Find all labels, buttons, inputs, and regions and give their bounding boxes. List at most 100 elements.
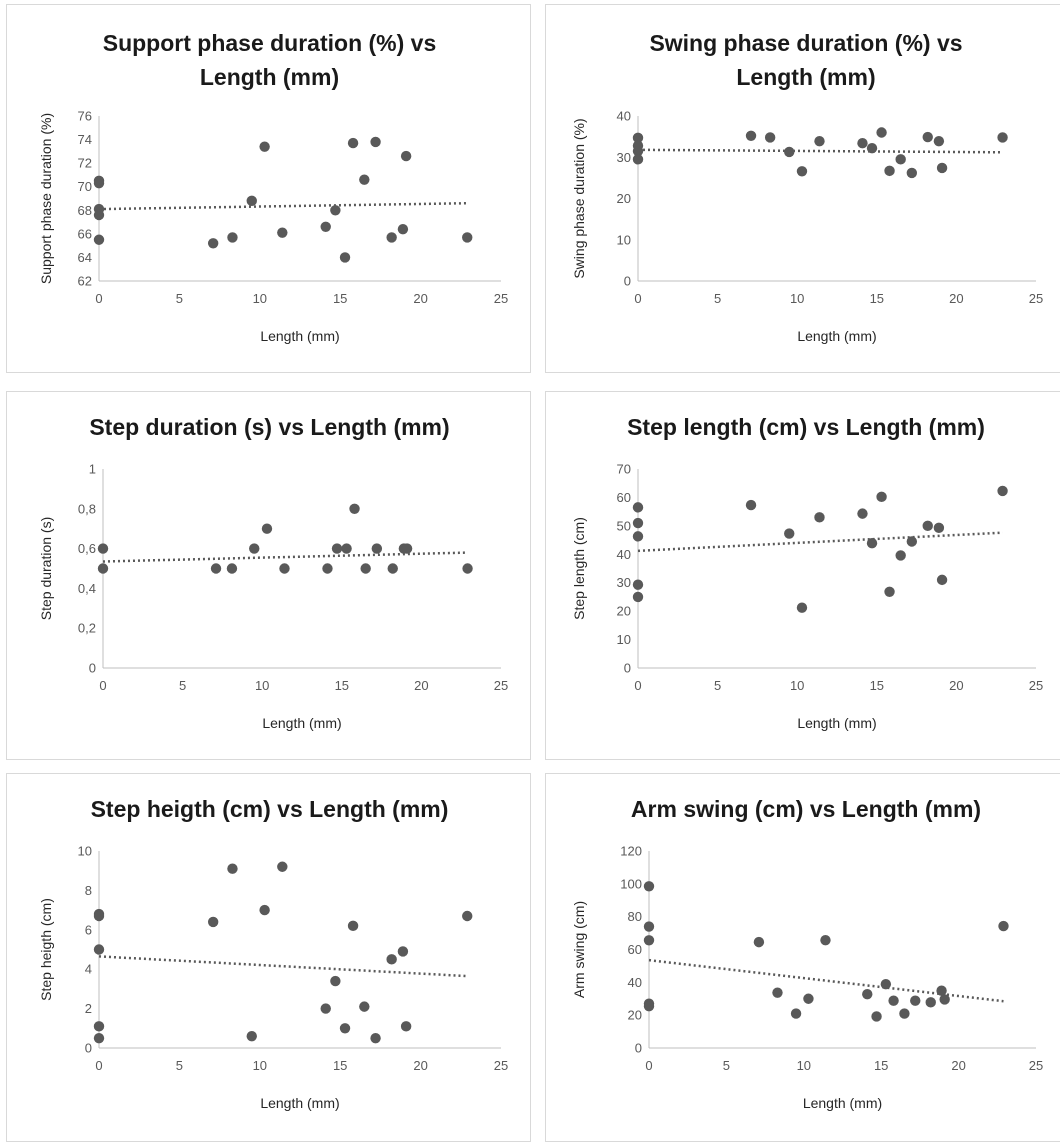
chart-panel-step-height: Step heigth (cm) vs Length (mm) 0 2 4 6 8 10 0 5… [6,773,531,1142]
data-point [857,508,868,519]
data-point [341,543,352,554]
x-tick-label: 0 [645,1058,652,1073]
data-point [895,550,906,561]
data-point [899,1008,910,1019]
data-point [339,1023,351,1034]
y-axis-label: Swing phase duration (%) [571,118,587,278]
data-point [632,591,644,603]
chart-title: Arm swing (cm) vs Length (mm) [631,796,981,822]
y-tick-label: 30 [617,150,631,165]
y-tick-label: 20 [617,604,631,619]
y-axis-label: Arm swing (cm) [571,901,587,998]
data-point [320,221,331,232]
chart-svg: Step length (cm) vs Length (mm) 0 10 20 30 40… [571,414,1043,731]
x-tick-label: 15 [870,678,884,693]
y-tick-label: 62 [78,274,92,289]
y-axis-label: Step length (cm) [571,517,587,620]
y-tick-label: 1 [89,462,96,477]
trendline [637,531,1003,553]
y-axis-label: Step heigth (cm) [38,898,54,1001]
data-point [259,141,270,152]
x-axis-label: Length (mm) [260,328,339,344]
y-tick-label: 0 [85,1041,92,1056]
x-tick-label: 20 [949,291,963,306]
x-tick-label: 5 [714,678,721,693]
data-point [803,993,814,1004]
x-axis-label: Length (mm) [260,1095,339,1111]
data-point [93,234,105,245]
data-point [246,1030,257,1042]
data-point [632,145,644,157]
y-tick-label: 40 [617,109,631,124]
data-point [97,563,109,574]
chart-panel-swing-phase: Swing phase duration (%) vs Length (mm) 0 1… [545,4,1060,373]
y-tick-label: 60 [617,490,631,505]
chart-title: Length (mm) [736,64,875,90]
data-point [347,137,359,149]
x-tick-label: 20 [413,291,427,306]
x-tick-label: 0 [95,1058,102,1073]
data-point [371,543,383,554]
y-tick-label: 76 [78,109,92,124]
data-point [632,132,644,144]
y-axis-label: Support phase duration (%) [38,113,54,284]
x-tick-label: 20 [413,1058,427,1073]
chart-title: Swing phase duration (%) vs [649,30,962,56]
y-tick-label: 40 [617,547,631,562]
x-tick-label: 10 [255,678,269,693]
y-tick-label: 120 [620,844,642,859]
y-tick-label: 0 [624,661,631,676]
data-point [359,174,370,185]
data-point [643,935,655,946]
y-tick-label: 0 [89,661,96,676]
data-point [998,920,1009,932]
data-point [876,491,887,503]
data-point [339,252,351,263]
data-point [97,543,109,554]
data-point [745,130,757,141]
y-tick-label: 72 [78,156,92,171]
data-point [370,1032,381,1044]
data-point [910,995,921,1006]
data-point [331,543,343,554]
data-point [632,531,644,542]
chart-title: Step duration (s) vs Length (mm) [89,414,449,440]
data-point [93,1032,105,1044]
y-tick-label: 10 [78,844,92,859]
data-point [259,904,270,916]
data-point [936,985,947,996]
x-tick-label: 15 [870,291,884,306]
x-tick-label: 10 [253,1058,267,1073]
y-tick-label: 0 [635,1041,642,1056]
data-point [279,563,290,574]
y-tick-label: 10 [617,232,631,247]
data-point [330,205,341,216]
trendline [102,551,468,563]
data-point [226,563,238,574]
y-tick-label: 60 [628,942,642,957]
data-point [632,579,644,590]
x-tick-label: 10 [790,291,804,306]
x-tick-label: 10 [790,678,804,693]
x-tick-label: 5 [176,291,183,306]
y-tick-label: 80 [628,909,642,924]
data-point [386,232,397,243]
chart-title: Support phase duration (%) vs [103,30,437,56]
data-point [820,934,831,946]
y-tick-label: 4 [85,962,92,977]
y-tick-label: 70 [78,179,92,194]
trendline [98,955,468,978]
data-point [925,997,936,1008]
x-tick-label: 5 [179,678,186,693]
y-tick-label: 0,4 [78,581,96,596]
y-tick-label: 70 [617,462,631,477]
data-point [857,138,868,149]
y-tick-label: 30 [617,575,631,590]
y-tick-label: 68 [78,203,92,218]
x-tick-label: 5 [714,291,721,306]
data-point [997,485,1008,497]
data-point [400,150,412,162]
x-tick-label: 15 [874,1058,888,1073]
data-point [462,563,473,574]
x-tick-label: 0 [99,678,106,693]
